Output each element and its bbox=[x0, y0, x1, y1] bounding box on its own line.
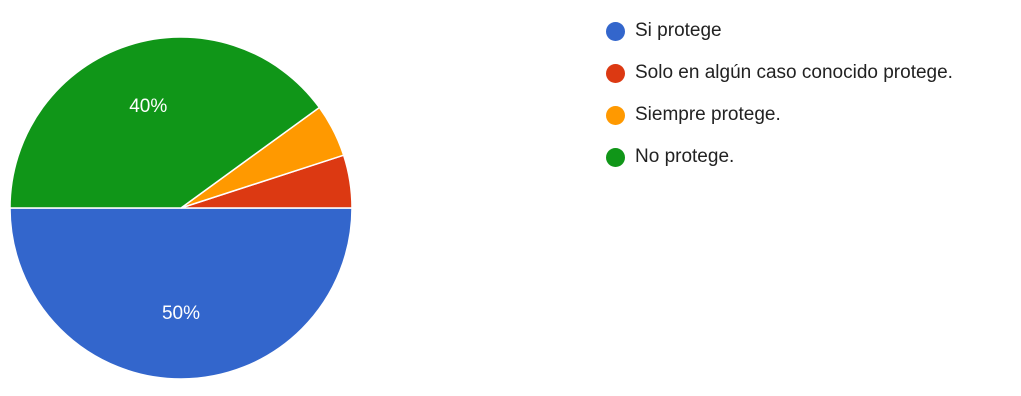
legend-swatch-solo-en-algun-caso bbox=[606, 63, 625, 83]
legend-swatch-siempre-protege bbox=[606, 105, 625, 125]
pie-slice-label-3: 40% bbox=[129, 96, 167, 117]
legend: Si protege Solo en algún caso conocido p… bbox=[606, 16, 953, 184]
legend-swatch-no-protege bbox=[606, 147, 625, 167]
legend-item-solo-en-algun-caso: Solo en algún caso conocido protege. bbox=[606, 58, 953, 88]
pie-slice-label-0: 50% bbox=[162, 303, 200, 324]
pie-slice-3 bbox=[9, 36, 321, 209]
legend-item-si-protege: Si protege bbox=[606, 16, 953, 46]
legend-swatch-si-protege bbox=[606, 21, 625, 41]
legend-label-si-protege: Si protege bbox=[635, 20, 722, 41]
legend-label-no-protege: No protege. bbox=[635, 146, 735, 167]
legend-item-siempre-protege: Siempre protege. bbox=[606, 100, 953, 130]
legend-label-siempre-protege: Siempre protege. bbox=[635, 104, 781, 125]
legend-item-no-protege: No protege. bbox=[606, 142, 953, 172]
legend-label-solo-en-algun-caso: Solo en algún caso conocido protege. bbox=[635, 62, 953, 83]
pie-slice-0 bbox=[9, 207, 353, 380]
